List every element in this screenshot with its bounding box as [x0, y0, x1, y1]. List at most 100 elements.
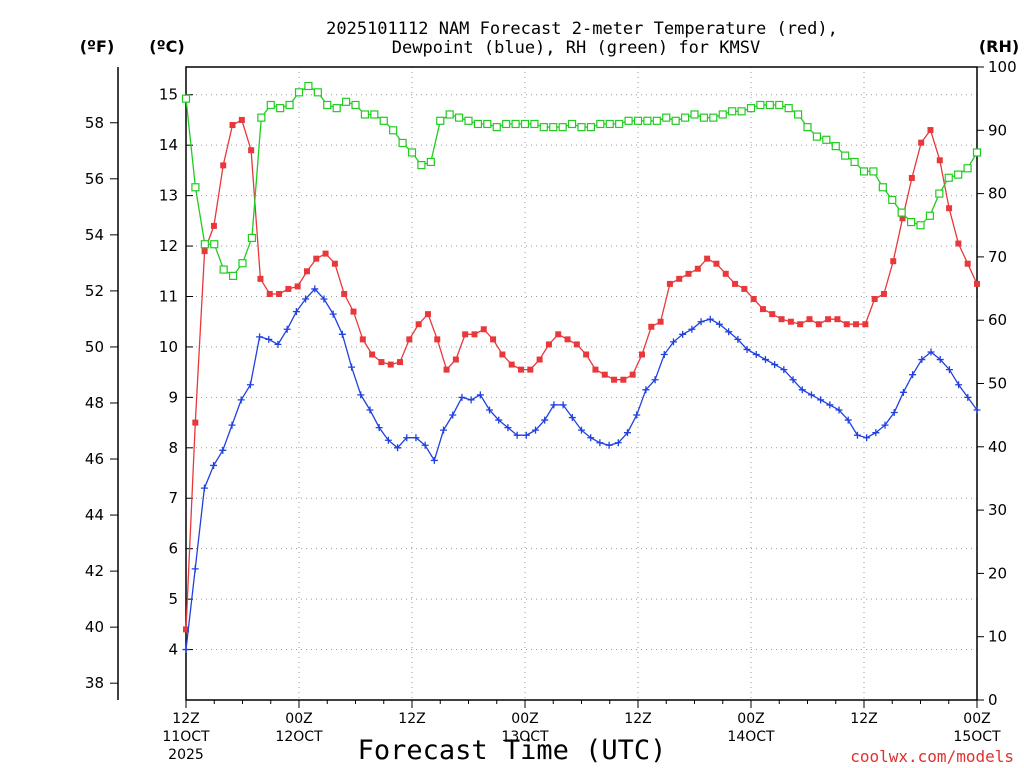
rh-unit-label: (RH) [979, 37, 1019, 56]
time-tick-label: 00Z [285, 711, 312, 727]
temperature-point [871, 296, 878, 303]
rh-point [558, 123, 567, 132]
temperature-point [415, 321, 422, 328]
dewpoint-point [403, 434, 411, 442]
dewpoint-point [679, 330, 687, 338]
rh-point [737, 107, 746, 116]
celsius-tick-label: 13 [159, 187, 178, 205]
dewpoint-point [660, 350, 668, 358]
rh-point [304, 81, 313, 91]
temperature-point [555, 331, 562, 338]
dewpoint-point [182, 646, 190, 654]
temperature-point [936, 157, 943, 164]
dewpoint-point [486, 406, 494, 414]
celsius-tick-label: 7 [168, 489, 178, 507]
dewpoint-point [292, 308, 300, 316]
temperature-point [769, 311, 776, 318]
rh-point [850, 157, 859, 167]
rh-point [803, 123, 812, 132]
rh-tick-label: 50 [988, 375, 1007, 393]
temperature-point [406, 336, 413, 343]
dewpoint-point [872, 429, 880, 437]
temperature-point [387, 361, 394, 368]
time-tick-label: 00Z [511, 711, 538, 727]
dewpoint-point [338, 330, 346, 338]
temperature-point [899, 215, 906, 222]
temperature-point [722, 270, 729, 277]
dewpoint-point [495, 416, 503, 424]
temperature-point [797, 321, 804, 328]
dewpoint-point [412, 434, 420, 442]
dewpoint-point [844, 416, 852, 424]
dewpoint-point [532, 426, 540, 434]
rh-point [756, 100, 765, 110]
rh-point [596, 119, 605, 129]
temperature-point [369, 351, 376, 358]
temperature-line [185, 119, 978, 630]
temperature-point [974, 280, 980, 287]
temperature-point [862, 321, 869, 328]
temperature-point [331, 260, 338, 267]
fahrenheit-unit-label: (ºF) [80, 37, 115, 56]
rh-point [586, 123, 596, 132]
temperature-point [927, 127, 934, 134]
rh-point [944, 173, 953, 182]
dewpoint-point [927, 348, 935, 356]
temperature-point [648, 323, 655, 330]
rh-point [671, 116, 680, 125]
temperature-point [583, 351, 590, 358]
rh-point [906, 217, 916, 227]
dewpoint-point [191, 565, 199, 573]
temperature-point [806, 316, 813, 323]
rh-point [728, 107, 737, 116]
rh-point [916, 221, 925, 230]
temperature-point [741, 285, 748, 292]
grid-lines [186, 67, 977, 700]
rh-point [972, 148, 982, 157]
dewpoint-point [890, 409, 898, 417]
dewpoint-point [513, 431, 521, 439]
dewpoint-point [715, 320, 723, 328]
dewpoint-point [541, 416, 549, 424]
rh-point [633, 116, 643, 125]
dewpoint-point [918, 356, 926, 364]
dewpoint-point [807, 391, 815, 399]
rh-point [370, 110, 379, 119]
fahrenheit-tick-label: 40 [85, 618, 104, 636]
rh-point [200, 240, 209, 249]
fahrenheit-tick-label: 48 [85, 394, 104, 412]
rh-tick-label: 60 [988, 311, 1007, 329]
dewpoint-point [798, 386, 806, 394]
temperature-point [685, 270, 692, 277]
dewpoint-point [633, 411, 641, 419]
rh-tick-label: 90 [988, 121, 1007, 139]
dewpoint-point [246, 381, 254, 389]
rh-point [897, 208, 906, 217]
dewpoint-point [366, 406, 374, 414]
rh-point [436, 116, 445, 125]
date-tick-label: 13OCT [501, 729, 549, 745]
dewpoint-point [200, 484, 208, 492]
temperature-point [350, 308, 357, 315]
temperature-point [601, 371, 608, 378]
celsius-tick-label: 12 [159, 237, 178, 255]
dewpoint-point [909, 371, 917, 379]
temperature-point [508, 361, 515, 368]
fahrenheit-tick-label: 46 [85, 450, 104, 468]
temperature-point [210, 222, 217, 229]
rh-point [784, 104, 793, 113]
temperature-point [480, 326, 487, 333]
rh-tick-label: 100 [988, 58, 1017, 76]
temperature-point [955, 240, 962, 247]
fahrenheit-tick-label: 38 [85, 674, 104, 692]
rh-point [963, 164, 972, 173]
rh-tick-label: 30 [988, 501, 1007, 519]
temperature-point [834, 316, 841, 323]
dewpoint-point [311, 285, 319, 293]
series-layer [181, 81, 982, 654]
temperature-point [908, 174, 915, 181]
dewpoint-point [945, 366, 953, 374]
temperature-point [853, 321, 860, 328]
temperature-point [397, 359, 404, 366]
rh-point [615, 119, 624, 129]
